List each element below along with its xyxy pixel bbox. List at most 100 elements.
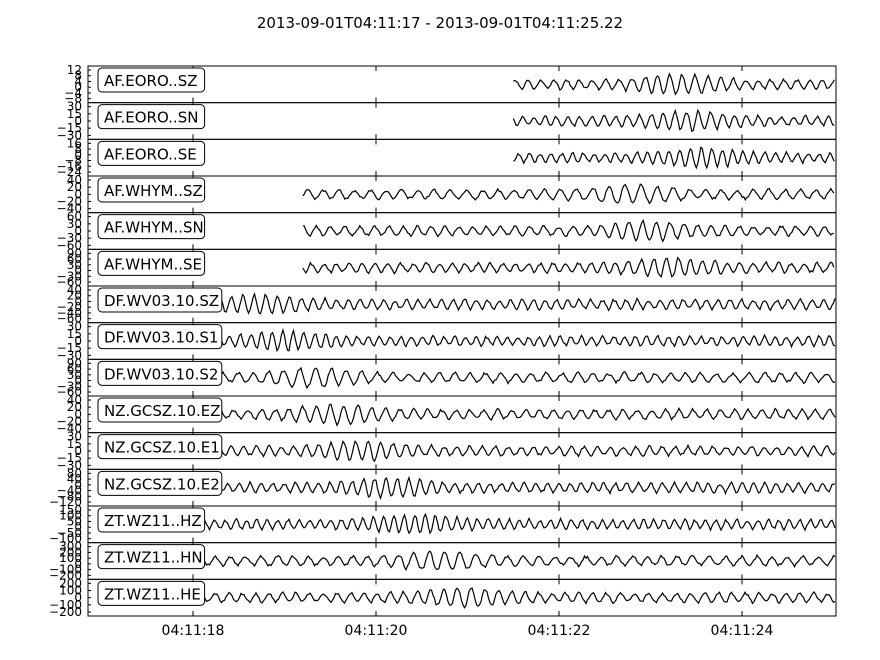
station-label-box [97, 287, 223, 313]
y-tick-label: 40 [67, 283, 82, 297]
y-tick-label: 40 [67, 393, 82, 407]
y-tick-label: 40 [67, 472, 82, 486]
y-tick-label: 0 [74, 374, 82, 388]
y-tick-label: −60 [57, 238, 82, 252]
y-tick-label: 0 [74, 520, 82, 534]
y-tick-label: −100 [49, 563, 82, 577]
chart-title: 2013-09-01T04:11:17 - 2013-09-01T04:11:2… [257, 14, 623, 32]
y-tick-label: 4 [74, 74, 82, 88]
y-tick-label: 0 [74, 444, 82, 458]
waveform-trace [100, 366, 836, 390]
station-label-box [97, 360, 223, 386]
station-label-box [97, 544, 206, 570]
y-tick-label: −20 [57, 300, 82, 314]
station-label-box [97, 434, 223, 460]
station-label: AF.EORO..SE [104, 145, 197, 163]
y-tick-label: −200 [49, 605, 82, 619]
time-axis: 04:11:18 04:11:20 04:11:22 04:11:24 [162, 623, 774, 639]
y-tick-label: −4 [64, 86, 82, 100]
x-tick-label: 04:11:20 [345, 623, 408, 639]
station-label-box [97, 324, 223, 350]
station-label-box [97, 140, 206, 166]
station-label: NZ.GCSZ.10.E2 [104, 475, 220, 493]
waveform-trace [513, 72, 835, 96]
y-tick-label: 60 [67, 252, 82, 266]
y-tick-label: −8 [64, 154, 82, 168]
y-tick-label: 0 [74, 224, 82, 238]
waveform-trace [101, 291, 836, 315]
station-label: DF.WV03.10.S2 [104, 365, 218, 383]
y-tick-label: −20 [57, 415, 82, 429]
y-tick-label: 30 [67, 217, 82, 231]
station-label-box [97, 214, 206, 240]
y-tick-label: 60 [67, 362, 82, 376]
y-tick-label: 8 [74, 142, 82, 156]
y-tick-label: −20 [57, 195, 82, 209]
y-tick-label: −200 [49, 568, 82, 582]
station-label: AF.WHYM..SN [104, 219, 204, 237]
y-tick-label: −60 [57, 385, 82, 399]
y-tick-label: 100 [59, 509, 82, 523]
y-tick-label: 16 [67, 136, 82, 150]
station-label: AF.WHYM..SE [104, 255, 202, 273]
y-tick-label: 0 [74, 114, 82, 128]
y-tick-label: 15 [67, 107, 82, 121]
y-tick-label: 0 [74, 187, 82, 201]
y-tick-label: −30 [57, 379, 82, 393]
y-tick-label: 20 [67, 180, 82, 194]
y-tick-label: 30 [67, 430, 82, 444]
station-label: ZT.WZ11..HZ [104, 512, 202, 530]
station-label-box [97, 580, 206, 606]
station-label: AF.WHYM..SZ [104, 182, 203, 200]
x-tick-label: 04:11:18 [162, 623, 225, 639]
y-tick-label: 90 [67, 356, 82, 370]
trace-panels: 12840−4−8AF.EORO..SZ30150−15−30AF.EORO..… [49, 63, 837, 619]
waveform-trace [101, 403, 836, 427]
waveform-trace [302, 218, 834, 243]
y-tick-label: −60 [57, 312, 82, 326]
station-label-box [97, 397, 223, 423]
station-label: ZT.WZ11..HN [104, 549, 203, 567]
y-tick-label: 30 [67, 320, 82, 334]
station-label-box [97, 67, 206, 93]
y-tick-label: 20 [67, 289, 82, 303]
x-tick-label: 04:11:22 [528, 623, 591, 639]
waveform-trace [100, 440, 836, 463]
x-tick-label: 04:11:24 [711, 623, 774, 639]
y-tick-label: −40 [57, 306, 82, 320]
y-tick-label: −30 [57, 458, 82, 472]
y-tick-label: 0 [74, 591, 82, 605]
station-label: ZT.WZ11..HE [104, 585, 201, 603]
y-tick-label: 0 [74, 478, 82, 492]
y-tick-label: 0 [74, 80, 82, 94]
waveform-trace [512, 146, 835, 170]
station-label-box [97, 507, 206, 533]
station-label: AF.EORO..SN [104, 109, 198, 127]
y-tick-label: 40 [67, 173, 82, 187]
y-tick-label: 0 [74, 148, 82, 162]
y-tick-label: 0 [74, 264, 82, 278]
y-tick-label: 60 [67, 210, 82, 224]
y-tick-label: −40 [57, 202, 82, 216]
y-tick-label: 80 [67, 466, 82, 480]
y-tick-label: −60 [57, 275, 82, 289]
station-label: NZ.GCSZ.10.EZ [104, 402, 221, 420]
y-tick-label: 100 [59, 551, 82, 565]
y-tick-label: 8 [74, 69, 82, 83]
y-tick-label: 30 [67, 258, 82, 272]
y-tick-label: −50 [57, 526, 82, 540]
y-tick-label: −30 [57, 128, 82, 142]
y-tick-label: 15 [67, 327, 82, 341]
